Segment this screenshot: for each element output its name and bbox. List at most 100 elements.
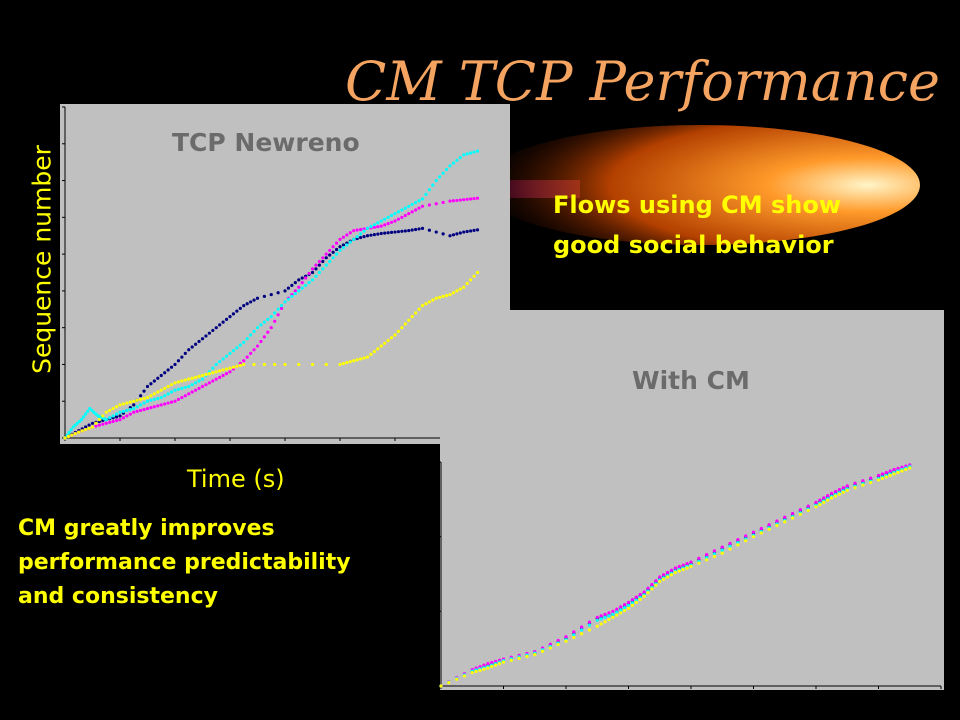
data-point xyxy=(211,379,215,383)
data-point xyxy=(341,246,346,250)
data-point xyxy=(564,639,568,643)
data-point xyxy=(108,416,112,420)
data-point xyxy=(465,197,469,201)
data-point xyxy=(451,233,456,237)
data-point xyxy=(572,633,576,637)
data-point xyxy=(677,569,681,573)
data-point xyxy=(697,561,701,565)
data-point xyxy=(200,337,205,341)
data-point xyxy=(783,520,787,524)
data-point xyxy=(876,473,881,478)
data-point xyxy=(238,343,242,347)
data-point xyxy=(478,664,482,669)
data-point xyxy=(818,498,822,502)
data-point xyxy=(90,421,95,425)
data-point xyxy=(359,227,363,232)
x-tick-label: 8 xyxy=(688,694,694,704)
data-point xyxy=(455,198,459,203)
data-point xyxy=(501,660,506,664)
data-point xyxy=(448,164,452,168)
data-point xyxy=(245,355,249,359)
data-point xyxy=(458,287,462,291)
data-point xyxy=(389,220,394,224)
data-point xyxy=(622,606,627,610)
data-point xyxy=(638,592,642,597)
callout-line: and consistency xyxy=(18,584,218,609)
data-point xyxy=(410,202,414,207)
data-point xyxy=(187,392,191,396)
data-point xyxy=(681,567,685,572)
data-point xyxy=(622,603,627,607)
data-point xyxy=(611,609,615,613)
data-point xyxy=(224,372,229,376)
data-point xyxy=(665,570,670,575)
data-point xyxy=(896,466,900,470)
data-point xyxy=(273,311,277,315)
data-point xyxy=(87,423,91,427)
data-point xyxy=(822,496,826,500)
data-point xyxy=(634,598,638,602)
data-point xyxy=(235,364,239,368)
data-point xyxy=(806,508,810,513)
data-point xyxy=(200,384,205,389)
data-point xyxy=(417,199,421,203)
data-point xyxy=(249,333,253,337)
y-tick-label: 300 xyxy=(47,214,60,222)
data-point xyxy=(736,541,740,545)
data-point xyxy=(293,292,297,296)
data-point xyxy=(69,428,73,432)
data-point xyxy=(482,663,486,667)
data-point xyxy=(434,230,438,234)
data-point xyxy=(441,232,445,236)
data-point xyxy=(142,407,146,412)
data-point xyxy=(393,219,397,223)
data-point xyxy=(224,354,229,358)
chart-title-with-cm: With CM xyxy=(632,366,750,395)
data-point xyxy=(224,367,229,371)
data-point xyxy=(135,409,139,413)
data-point xyxy=(97,423,101,427)
data-point xyxy=(310,362,315,367)
data-point xyxy=(833,489,838,494)
data-point xyxy=(431,183,435,187)
data-point xyxy=(603,620,607,624)
data-point xyxy=(362,235,366,239)
data-point xyxy=(242,362,246,367)
data-point xyxy=(94,424,98,428)
data-point xyxy=(379,219,383,223)
data-point xyxy=(462,198,466,202)
data-point xyxy=(458,198,462,202)
data-point xyxy=(455,677,459,681)
data-point xyxy=(712,554,717,559)
data-point xyxy=(386,221,390,226)
data-point xyxy=(262,320,266,324)
data-point xyxy=(462,674,467,678)
data-point xyxy=(685,566,689,570)
data-point xyxy=(393,212,397,216)
data-point xyxy=(386,231,390,235)
data-point xyxy=(880,476,885,481)
data-point xyxy=(611,615,615,619)
data-point xyxy=(338,362,342,367)
data-point xyxy=(441,200,445,205)
data-point xyxy=(396,217,401,221)
data-point xyxy=(135,398,139,402)
data-point xyxy=(352,237,356,241)
data-point xyxy=(231,312,236,316)
data-point xyxy=(424,302,428,306)
data-point xyxy=(884,470,888,475)
data-point xyxy=(389,336,394,340)
data-point xyxy=(128,407,132,412)
data-point xyxy=(455,232,459,236)
data-point xyxy=(88,406,92,411)
data-point xyxy=(132,410,136,414)
data-point xyxy=(341,361,346,366)
data-point xyxy=(728,544,732,548)
data-point xyxy=(470,670,474,675)
data-point xyxy=(869,480,873,485)
data-point xyxy=(159,373,163,378)
data-point xyxy=(615,610,619,614)
data-point xyxy=(156,390,160,394)
data-point xyxy=(475,270,480,275)
data-point xyxy=(383,223,387,227)
